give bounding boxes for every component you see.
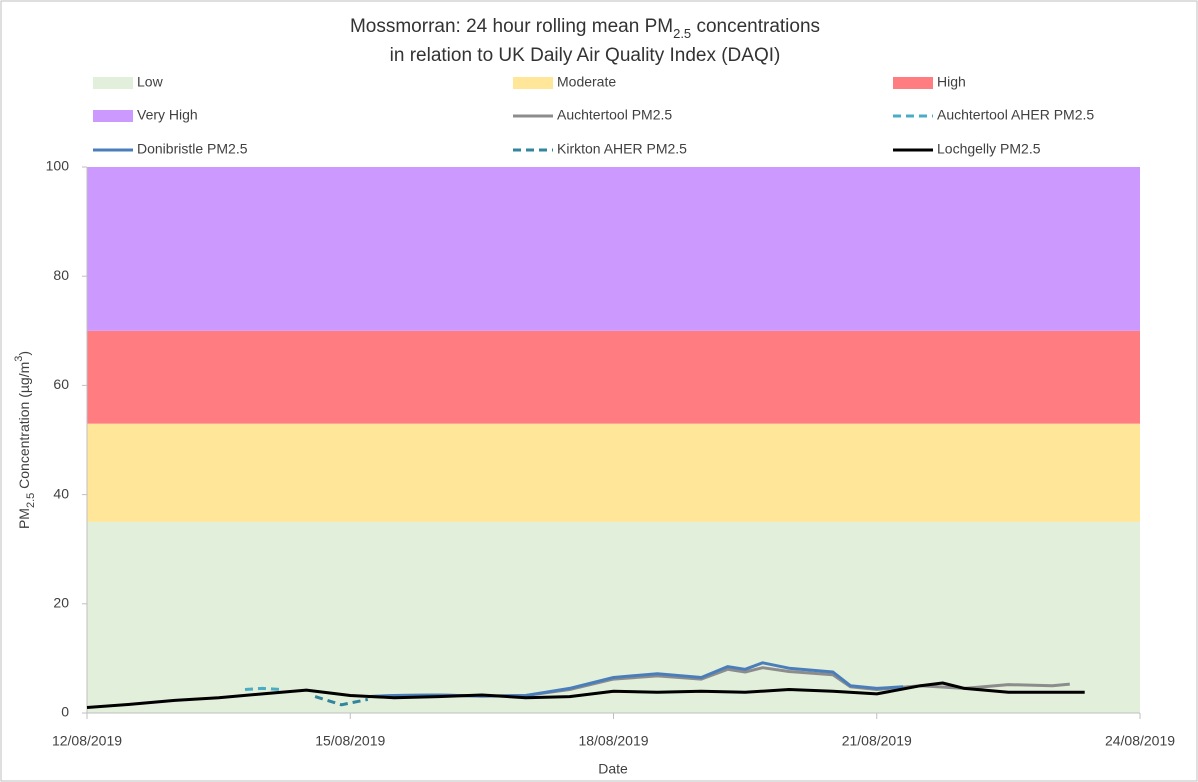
aqi-band (87, 167, 1140, 331)
legend-label: Lochgelly PM2.5 (937, 141, 1041, 157)
legend-swatch (513, 77, 553, 89)
y-tick-label: 40 (53, 485, 69, 501)
legend-label: Kirkton AHER PM2.5 (557, 141, 687, 157)
chart-title: Mossmorran: 24 hour rolling mean PM2.5 c… (350, 16, 820, 41)
legend-label: Moderate (557, 74, 616, 90)
x-tick-label: 21/08/2019 (842, 733, 912, 749)
y-tick-label: 0 (61, 704, 69, 720)
series-line (314, 695, 369, 707)
y-tick-label: 80 (53, 267, 69, 283)
legend-label: Very High (137, 107, 198, 123)
legend-swatch (93, 77, 133, 89)
x-tick-label: 12/08/2019 (52, 733, 122, 749)
legend-label: Donibristle PM2.5 (137, 141, 248, 157)
x-axis-label: Date (598, 761, 628, 777)
title-part: concentrations (691, 16, 820, 37)
series-line (244, 686, 281, 691)
legend-label: Low (137, 74, 164, 90)
title-part: 2.5 (673, 26, 691, 41)
y-label-part: PM (16, 508, 32, 529)
legend-label: Auchtertool PM2.5 (557, 107, 672, 123)
legend-label: High (937, 74, 966, 90)
chart-subtitle: in relation to UK Daily Air Quality Inde… (390, 45, 781, 66)
title-part: Mossmorran: 24 hour rolling mean PM (350, 16, 673, 37)
y-label-part: 3 (13, 356, 25, 362)
x-tick-label: 15/08/2019 (315, 733, 385, 749)
legend-swatch (893, 77, 933, 89)
aqi-band (87, 521, 1140, 713)
aqi-band (87, 330, 1140, 424)
y-label-part: ) (16, 351, 32, 356)
aqi-band (87, 423, 1140, 522)
y-label-part: 2.5 (25, 493, 37, 508)
y-tick-label: 60 (53, 376, 69, 392)
y-tick-label: 20 (53, 595, 69, 611)
y-label-part: Concentration (µg/m (16, 362, 32, 493)
legend-label: Auchtertool AHER PM2.5 (937, 107, 1094, 123)
x-tick-label: 18/08/2019 (578, 733, 648, 749)
x-tick-label: 24/08/2019 (1105, 733, 1175, 749)
series-line (86, 681, 1085, 709)
y-axis-label: PM2.5 Concentration (µg/m3) (13, 351, 37, 529)
legend-swatch (93, 110, 133, 122)
y-tick-label: 100 (46, 158, 70, 174)
